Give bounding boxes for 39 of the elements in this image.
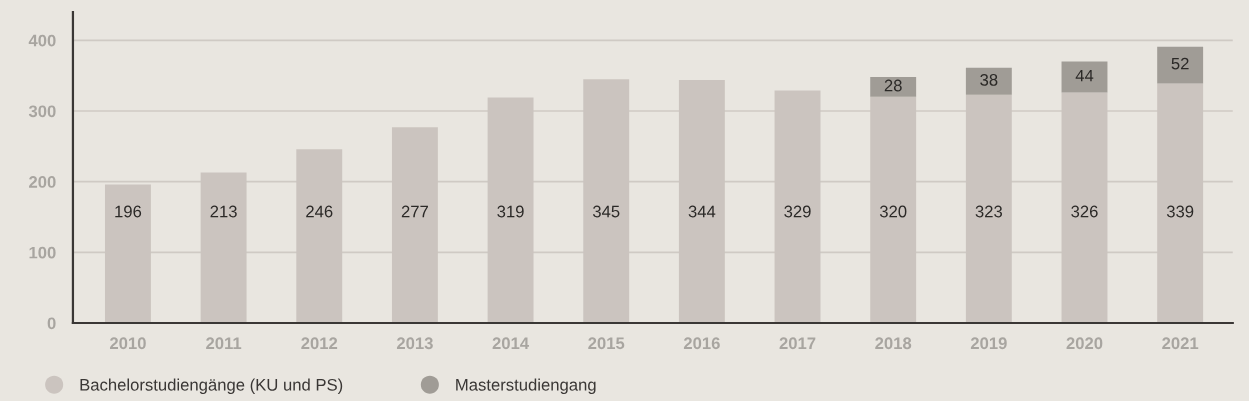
y-tick-label: 100 xyxy=(29,246,56,259)
data-label: 213 xyxy=(210,205,237,218)
x-tick-label: 2011 xyxy=(206,337,242,350)
data-label: 344 xyxy=(688,205,716,218)
data-label: 28 xyxy=(884,79,902,92)
data-label: 320 xyxy=(879,205,907,218)
bar xyxy=(870,77,917,97)
data-label: 38 xyxy=(980,73,998,86)
data-label: 326 xyxy=(1071,205,1098,218)
data-label: 277 xyxy=(401,205,428,218)
y-tick-label: 200 xyxy=(29,176,56,188)
data-label: 329 xyxy=(784,205,811,218)
x-tick-label: 2018 xyxy=(875,337,912,350)
data-label: 339 xyxy=(1166,205,1194,218)
x-tick-label: 2010 xyxy=(109,337,146,350)
bar xyxy=(1061,61,1108,93)
data-label: 52 xyxy=(1171,57,1189,70)
x-tick-label: 2016 xyxy=(683,337,720,350)
y-tick-label: 300 xyxy=(28,105,56,118)
x-tick-label: 2017 xyxy=(779,337,816,350)
x-tick-label: 2019 xyxy=(970,337,1007,350)
data-label: 323 xyxy=(975,205,1003,218)
bar xyxy=(1157,46,1204,84)
data-label: 44 xyxy=(1075,69,1094,82)
legend-label: Masterstudiengang xyxy=(456,378,596,395)
x-tick-label: 2014 xyxy=(492,337,530,350)
data-label: 319 xyxy=(497,205,524,218)
y-tick-label: 400 xyxy=(28,34,56,47)
data-label: 345 xyxy=(592,205,620,218)
bar xyxy=(965,67,1012,95)
x-tick-label: 2020 xyxy=(1066,337,1103,350)
x-tick-label: 2015 xyxy=(588,337,625,350)
y-tick-label: 0 xyxy=(47,317,56,330)
legend-label: Bachelorstudiengänge (KU und PS) xyxy=(80,378,343,395)
x-tick-label: 2021 xyxy=(1162,337,1199,350)
data-label: 196 xyxy=(115,205,142,218)
x-tick-label: 2013 xyxy=(396,337,433,350)
data-label: 246 xyxy=(306,205,333,218)
x-tick-label: 2012 xyxy=(301,337,338,350)
